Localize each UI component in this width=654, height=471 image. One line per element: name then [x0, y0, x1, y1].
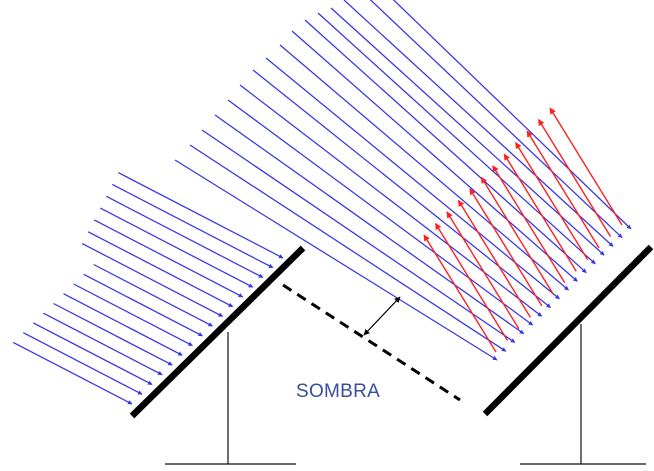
reflected-ray — [469, 188, 543, 307]
reflected-rays — [423, 107, 623, 353]
incoming-ray — [118, 172, 284, 259]
incoming-ray — [214, 114, 525, 335]
incoming-ray — [201, 129, 516, 344]
incoming-ray — [12, 341, 133, 405]
reflected-ray — [480, 176, 554, 295]
reflected-ray — [434, 222, 509, 341]
incoming-ray — [73, 283, 193, 347]
incoming-ray — [53, 302, 173, 366]
incoming-ray — [63, 293, 183, 356]
incoming-ray — [369, 0, 623, 239]
incoming-ray — [106, 195, 264, 279]
reflected-ray — [526, 130, 600, 249]
incoming-ray — [343, 0, 614, 247]
reflected-ray — [537, 118, 612, 237]
incoming-ray — [239, 84, 543, 317]
incoming-ray — [93, 219, 244, 298]
reflected-ray — [515, 142, 589, 260]
incoming-ray — [23, 332, 143, 395]
incoming-ray — [227, 99, 534, 326]
incoming-ray — [265, 57, 560, 300]
incoming-ray — [304, 19, 587, 274]
incoming-ray — [317, 12, 596, 265]
shadow-boundary-dashed-line — [282, 283, 461, 402]
incoming-rays-right-panel — [174, 0, 632, 361]
incoming-ray — [291, 30, 578, 282]
incoming-ray — [100, 207, 254, 288]
incoming-ray — [174, 159, 498, 361]
shadow-label: SOMBRA — [296, 381, 381, 402]
incoming-ray — [33, 322, 153, 386]
left-solar-panel — [129, 245, 306, 419]
reflected-ray — [446, 211, 520, 330]
incoming-ray — [43, 312, 163, 376]
right-panel-support — [520, 324, 646, 465]
reflected-ray — [492, 165, 566, 284]
incoming-ray — [189, 144, 507, 352]
incoming-ray — [252, 69, 551, 309]
incoming-ray — [93, 263, 213, 327]
incoming-ray — [112, 183, 274, 269]
reflected-ray — [503, 153, 577, 272]
incoming-ray — [330, 7, 605, 256]
incoming-ray — [87, 231, 234, 308]
incoming-ray — [83, 273, 203, 337]
right-solar-panel — [482, 244, 654, 417]
incoming-rays-left-panel — [12, 172, 284, 405]
reflected-ray — [457, 199, 531, 318]
incoming-ray — [392, 0, 632, 230]
shadow-distance-arrow — [363, 296, 401, 336]
reflected-ray — [549, 107, 623, 226]
incoming-ray — [279, 44, 569, 291]
incoming-ray — [81, 243, 223, 317]
left-panel-support — [165, 332, 296, 465]
reflected-ray — [423, 234, 497, 353]
